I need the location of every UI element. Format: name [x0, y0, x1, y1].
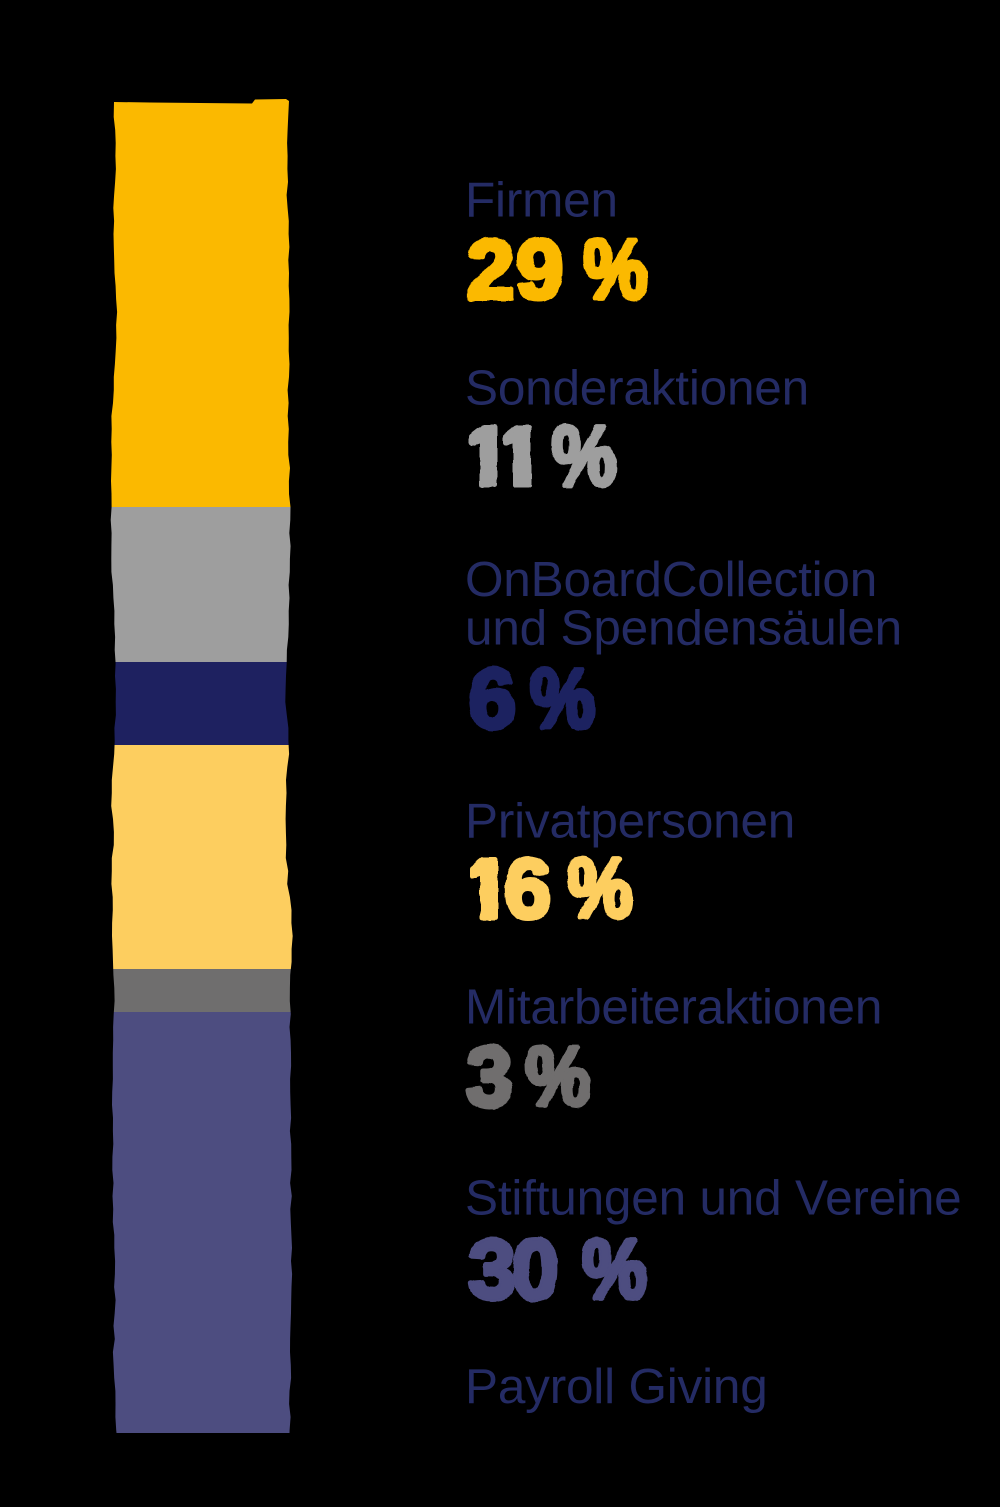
svg-text:9: 9 [517, 223, 564, 317]
svg-text:6: 6 [504, 842, 551, 936]
svg-text:OnBoardCollection: OnBoardCollection [465, 552, 877, 607]
svg-text:Mitarbeiteraktionen: Mitarbeiteraktionen [465, 980, 882, 1035]
svg-text:2: 2 [468, 223, 515, 317]
svg-text:und Spendensäulen: und Spendensäulen [465, 600, 902, 655]
svg-text:%: % [583, 223, 648, 317]
svg-text:%: % [567, 842, 632, 936]
svg-text:Privatpersonen: Privatpersonen [465, 794, 795, 849]
svg-text:Stiftungen und Vereine: Stiftungen und Vereine [465, 1171, 962, 1226]
svg-text:Firmen: Firmen [465, 173, 618, 228]
svg-text:Payroll Giving: Payroll Giving [465, 1359, 768, 1414]
svg-text:0: 0 [512, 1223, 559, 1317]
svg-text:%: % [525, 1030, 590, 1124]
svg-text:%: % [530, 652, 595, 746]
svg-text:6: 6 [469, 652, 516, 746]
svg-text:%: % [552, 409, 617, 503]
svg-text:%: % [582, 1223, 647, 1317]
svg-text:3: 3 [466, 1030, 513, 1124]
svg-text:3: 3 [469, 1223, 516, 1317]
svg-text:Sonderaktionen: Sonderaktionen [465, 360, 809, 415]
